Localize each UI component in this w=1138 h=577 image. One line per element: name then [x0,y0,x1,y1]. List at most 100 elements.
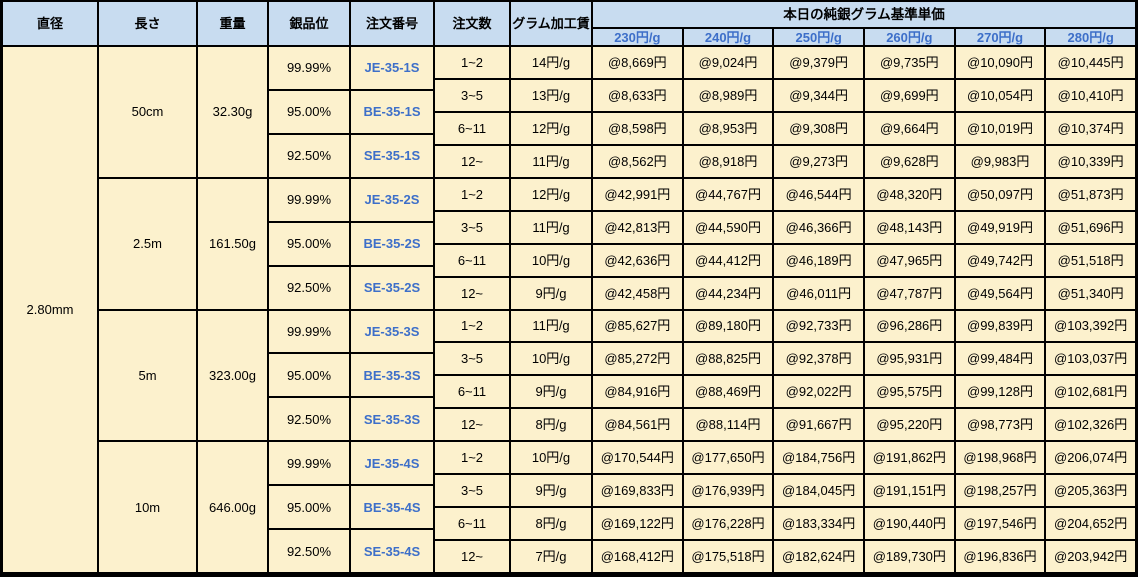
price-cell: @42,458円 [593,277,682,309]
price-cell: @204,652円 [1046,508,1135,540]
price-cell: @92,022円 [774,376,863,408]
price-cell: @49,919円 [955,211,1045,243]
qty-range-cell: 6~11 [435,244,509,276]
price-cell: @47,965円 [864,244,954,276]
order-number-cell: JE-35-2S [351,178,433,221]
col-header-purity: 銀品位 [269,2,349,45]
length-cell: 10m [99,442,196,572]
price-cell: @198,968円 [955,442,1045,474]
price-cell: @92,378円 [774,343,863,375]
col-header-order-qty: 注文数 [435,2,509,45]
price-cell: @182,624円 [774,541,863,572]
price-cell: @10,445円 [1046,47,1135,78]
col-header-diameter: 直径 [3,2,97,45]
qty-range-cell: 12~ [435,277,509,309]
price-cell: @8,669円 [593,47,682,78]
order-number-cell: SE-35-1S [351,134,433,177]
price-rate-header-250: 250円/g [774,29,863,45]
qty-range-cell: 12~ [435,409,509,441]
price-cell: @91,667円 [774,409,863,441]
price-cell: @51,696円 [1046,211,1135,243]
price-cell: @9,308円 [774,112,863,144]
price-cell: @92,733円 [774,310,863,342]
col-header-weight: 重量 [198,2,267,45]
price-cell: @95,931円 [864,343,954,375]
order-number-cell: BE-35-1S [351,90,433,133]
price-cell: @10,339円 [1046,145,1135,177]
price-cell: @88,114円 [683,409,773,441]
length-cell: 2.5m [99,178,196,309]
price-cell: @9,983円 [955,145,1045,177]
weight-cell: 323.00g [198,310,267,441]
price-cell: @99,484円 [955,343,1045,375]
price-cell: @9,379円 [774,47,863,78]
price-cell: @103,037円 [1046,343,1135,375]
gram-fee-cell: 13円/g [511,79,591,111]
purity-cell: 92.50% [269,134,349,177]
price-cell: @168,412円 [593,541,682,572]
price-cell: @99,128円 [955,376,1045,408]
price-cell: @10,374円 [1046,112,1135,144]
price-cell: @8,918円 [683,145,773,177]
col-header-gram-fee: グラム加工賃 [511,2,591,45]
gram-fee-cell: 12円/g [511,178,591,210]
price-cell: @88,469円 [683,376,773,408]
price-cell: @88,825円 [683,343,773,375]
purity-cell: 95.00% [269,222,349,265]
weight-cell: 32.30g [198,47,267,177]
price-cell: @46,366円 [774,211,863,243]
order-number-cell: BE-35-4S [351,486,433,529]
price-cell: @169,833円 [593,475,682,507]
price-cell: @9,735円 [864,47,954,78]
price-cell: @8,953円 [683,112,773,144]
gram-fee-cell: 14円/g [511,47,591,78]
price-cell: @8,562円 [593,145,682,177]
price-cell: @196,836円 [955,541,1045,572]
price-cell: @102,326円 [1046,409,1135,441]
qty-range-cell: 3~5 [435,211,509,243]
weight-cell: 646.00g [198,442,267,572]
price-cell: @44,234円 [683,277,773,309]
price-cell: @99,839円 [955,310,1045,342]
price-cell: @9,024円 [683,47,773,78]
diameter-value-cell: 2.80mm [3,47,97,572]
price-cell: @197,546円 [955,508,1045,540]
qty-range-cell: 1~2 [435,178,509,210]
gram-fee-cell: 10円/g [511,343,591,375]
price-cell: @10,090円 [955,47,1045,78]
price-cell: @85,272円 [593,343,682,375]
price-cell: @44,412円 [683,244,773,276]
price-cell: @51,340円 [1046,277,1135,309]
qty-range-cell: 6~11 [435,112,509,144]
price-rate-header-230: 230円/g [593,29,682,45]
purity-cell: 99.99% [269,47,349,89]
price-cell: @96,286円 [864,310,954,342]
price-cell: @9,344円 [774,79,863,111]
price-cell: @89,180円 [683,310,773,342]
gram-fee-cell: 12円/g [511,112,591,144]
price-cell: @191,151円 [864,475,954,507]
price-cell: @49,564円 [955,277,1045,309]
price-cell: @205,363円 [1046,475,1135,507]
price-cell: @9,273円 [774,145,863,177]
order-number-cell: JE-35-1S [351,47,433,89]
gram-fee-cell: 10円/g [511,442,591,474]
price-cell: @10,019円 [955,112,1045,144]
purity-cell: 95.00% [269,486,349,529]
price-cell: @46,189円 [774,244,863,276]
price-cell: @98,773円 [955,409,1045,441]
price-cell: @42,813円 [593,211,682,243]
price-cell: @203,942円 [1046,541,1135,572]
price-cell: @183,334円 [774,508,863,540]
price-cell: @102,681円 [1046,376,1135,408]
price-cell: @177,650円 [683,442,773,474]
length-cell: 5m [99,310,196,441]
col-header-price-group: 本日の純銀グラム基準単価 [593,2,1135,27]
order-number-cell: JE-35-3S [351,310,433,353]
price-cell: @46,544円 [774,178,863,210]
price-cell: @48,320円 [864,178,954,210]
col-header-order-no: 注文番号 [351,2,433,45]
price-cell: @176,228円 [683,508,773,540]
length-cell: 50cm [99,47,196,177]
